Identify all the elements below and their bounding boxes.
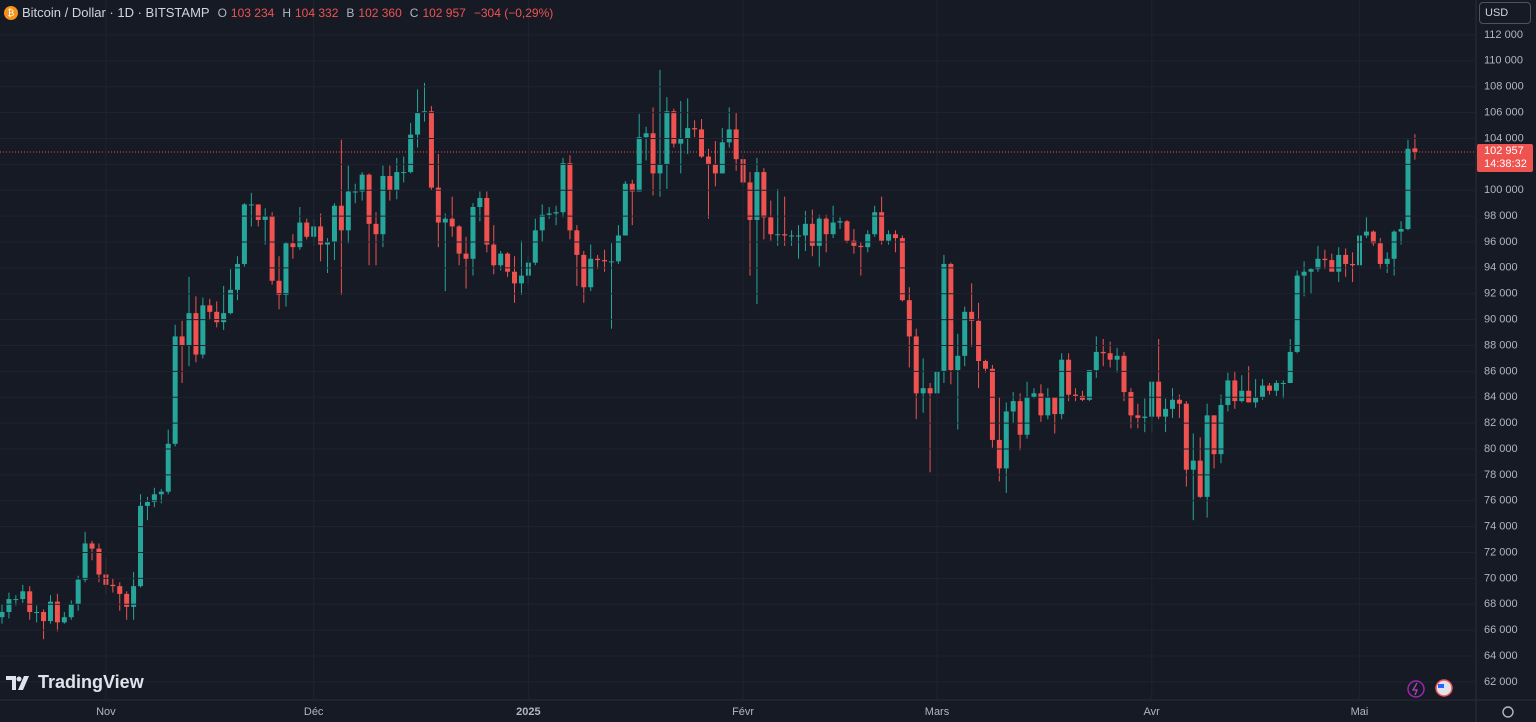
- y-tick-label: 88 000: [1484, 339, 1518, 351]
- flag-canton: [1438, 684, 1444, 688]
- y-tick-label: 94 000: [1484, 262, 1518, 274]
- settings-icon[interactable]: [1502, 706, 1514, 718]
- x-tick-label: 2025: [516, 706, 540, 718]
- y-tick-label: 108 000: [1484, 81, 1524, 93]
- high-value: 104 332: [294, 5, 339, 20]
- change-value: −304 (−0,29%): [473, 5, 554, 20]
- symbol-legend: ₿ Bitcoin / Dollar · 1D · BITSTAMP O 103 …: [4, 5, 553, 20]
- coin-icon: ₿: [4, 5, 18, 20]
- y-tick-label: 100 000: [1484, 184, 1524, 196]
- lightning-glyph: [1411, 682, 1418, 696]
- y-tick-label: 112 000: [1484, 29, 1523, 41]
- y-tick-label: 82 000: [1484, 417, 1518, 429]
- last-price-label: 102 957: [1484, 145, 1524, 157]
- countdown-label: 14:38:32: [1484, 158, 1527, 170]
- lightning-icon[interactable]: [1407, 680, 1425, 698]
- y-tick-label: 66 000: [1484, 624, 1518, 636]
- brand-mark: [6, 675, 29, 690]
- close-value: 102 957: [422, 5, 466, 20]
- open-key: O: [217, 5, 227, 20]
- y-tick-label: 68 000: [1484, 598, 1518, 610]
- brand-name: TradingView: [38, 672, 144, 692]
- open-value: 103 234: [230, 5, 275, 20]
- x-tick-label: Févr: [732, 706, 754, 718]
- last-price-badge: [1477, 143, 1533, 172]
- y-tick-label: 98 000: [1484, 210, 1518, 222]
- close-key: C: [409, 5, 419, 20]
- y-tick-label: 62 000: [1484, 676, 1518, 688]
- y-tick-label: 104 000: [1484, 132, 1524, 144]
- y-tick-label: 64 000: [1484, 650, 1518, 662]
- y-tick-label: 80 000: [1484, 443, 1518, 455]
- x-tick-label: Mars: [925, 706, 950, 718]
- y-tick-label: 92 000: [1484, 288, 1518, 300]
- y-tick-label: 110 000: [1484, 55, 1523, 67]
- y-tick-label: 90 000: [1484, 313, 1518, 325]
- currency-button[interactable]: USD: [1479, 2, 1531, 24]
- y-tick-label: 76 000: [1484, 495, 1518, 507]
- y-tick-label: 84 000: [1484, 391, 1518, 403]
- low-value: 102 360: [358, 5, 402, 20]
- y-tick-label: 70 000: [1484, 572, 1518, 584]
- y-tick-label: 96 000: [1484, 236, 1518, 248]
- y-tick-label: 74 000: [1484, 521, 1518, 533]
- x-tick-label: Déc: [304, 706, 324, 718]
- y-tick-label: 78 000: [1484, 469, 1518, 481]
- high-key: H: [282, 5, 291, 20]
- x-tick-label: Nov: [96, 706, 116, 718]
- x-tick-label: Avr: [1144, 706, 1161, 718]
- x-tick-label: Mai: [1351, 706, 1369, 718]
- y-tick-label: 72 000: [1484, 546, 1518, 558]
- brand-logo[interactable]: TradingView: [6, 672, 144, 693]
- y-tick-label: 106 000: [1484, 106, 1524, 118]
- low-key: B: [346, 5, 355, 20]
- y-tick-label: 86 000: [1484, 365, 1518, 377]
- symbol-title: Bitcoin / Dollar · 1D · BITSTAMP: [22, 5, 210, 20]
